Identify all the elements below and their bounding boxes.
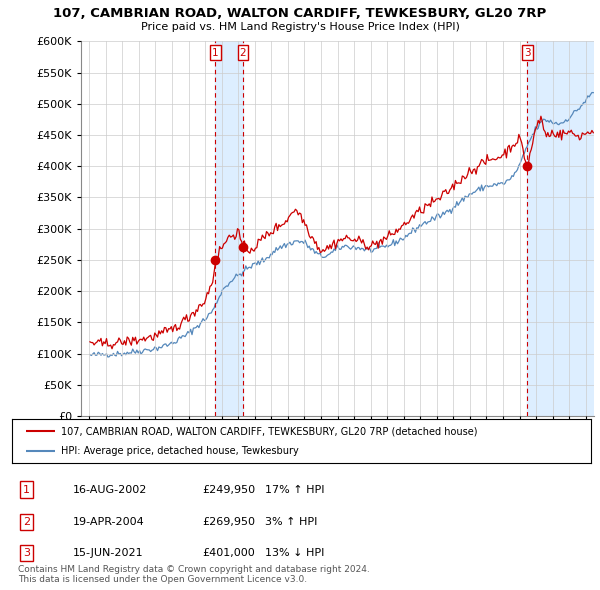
Text: 15-JUN-2021: 15-JUN-2021 xyxy=(73,548,143,558)
Text: 19-APR-2004: 19-APR-2004 xyxy=(73,517,145,527)
Text: £401,000: £401,000 xyxy=(202,548,255,558)
Text: 3: 3 xyxy=(23,548,30,558)
Text: Contains HM Land Registry data © Crown copyright and database right 2024.: Contains HM Land Registry data © Crown c… xyxy=(18,565,370,573)
Text: HPI: Average price, detached house, Tewkesbury: HPI: Average price, detached house, Tewk… xyxy=(61,446,299,455)
Text: This data is licensed under the Open Government Licence v3.0.: This data is licensed under the Open Gov… xyxy=(18,575,307,584)
Text: 17% ↑ HPI: 17% ↑ HPI xyxy=(258,485,325,495)
Text: 2: 2 xyxy=(240,48,247,58)
Text: 107, CAMBRIAN ROAD, WALTON CARDIFF, TEWKESBURY, GL20 7RP (detached house): 107, CAMBRIAN ROAD, WALTON CARDIFF, TEWK… xyxy=(61,427,478,436)
Text: 3: 3 xyxy=(524,48,530,58)
Bar xyxy=(527,41,594,416)
Bar xyxy=(215,41,243,416)
Text: 16-AUG-2002: 16-AUG-2002 xyxy=(73,485,147,495)
Text: 1: 1 xyxy=(23,485,30,495)
Text: 13% ↓ HPI: 13% ↓ HPI xyxy=(258,548,325,558)
Text: Price paid vs. HM Land Registry's House Price Index (HPI): Price paid vs. HM Land Registry's House … xyxy=(140,22,460,32)
Text: 2: 2 xyxy=(23,517,30,527)
Text: 3% ↑ HPI: 3% ↑ HPI xyxy=(258,517,317,527)
Text: £249,950: £249,950 xyxy=(202,485,255,495)
Text: 107, CAMBRIAN ROAD, WALTON CARDIFF, TEWKESBURY, GL20 7RP: 107, CAMBRIAN ROAD, WALTON CARDIFF, TEWK… xyxy=(53,7,547,20)
Text: £269,950: £269,950 xyxy=(202,517,255,527)
Text: 1: 1 xyxy=(212,48,219,58)
